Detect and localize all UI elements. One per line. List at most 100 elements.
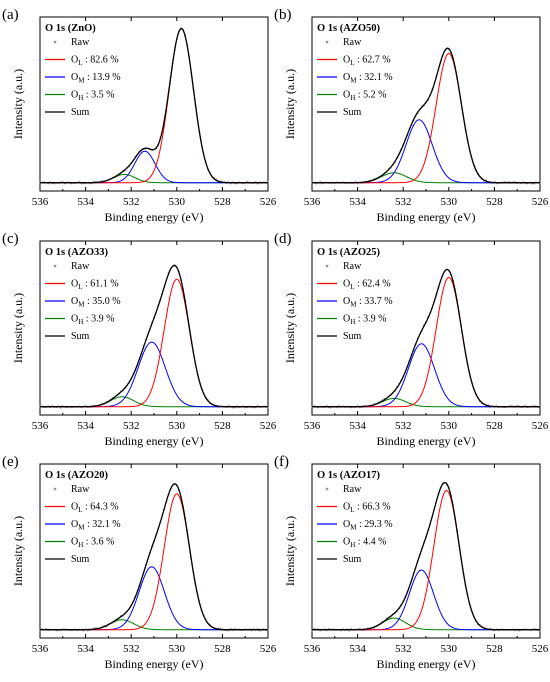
legend-label-ol: OL : 62.7 % — [343, 55, 391, 68]
panel-label: (e) — [2, 454, 19, 470]
series-line-oh — [40, 396, 268, 408]
legend-label-sum: Sum — [71, 331, 90, 342]
x-axis-label: Binding energy (eV) — [104, 210, 203, 224]
x-tick-label: 530 — [441, 196, 458, 208]
x-tick-label: 536 — [32, 196, 49, 208]
panel-title: O 1s (AZO20) — [45, 470, 109, 481]
series-line-om — [312, 119, 540, 184]
x-tick-label: 526 — [532, 420, 549, 432]
legend-label-raw: Raw — [343, 261, 362, 272]
x-axis-label: Binding energy (eV) — [104, 434, 203, 448]
x-tick-label: 526 — [260, 196, 277, 208]
x-tick-label: 532 — [123, 420, 140, 432]
x-axis-label: Binding energy (eV) — [104, 657, 203, 671]
series-line-oh — [40, 619, 268, 631]
legend-label-raw: Raw — [343, 37, 362, 48]
chart-panel: (b) 536 534 532 530 528 526 Binding energy (eV)… — [274, 7, 549, 224]
legend-label-raw: Raw — [71, 261, 90, 272]
x-tick-label: 528 — [214, 420, 231, 432]
panel-label: (c) — [2, 231, 19, 247]
x-tick-label: 526 — [532, 196, 549, 208]
x-axis-label: Binding energy (eV) — [376, 434, 475, 448]
x-tick-label: 534 — [349, 196, 366, 208]
x-tick-label: 526 — [532, 643, 549, 655]
x-tick-label: 528 — [214, 643, 231, 655]
x-tick-label: 530 — [441, 420, 458, 432]
legend-label-oh: OH : 3.9 % — [343, 314, 386, 327]
legend-label-ol: OL : 82.6 % — [71, 55, 119, 68]
legend-marker-raw — [325, 487, 329, 491]
series-line-oh — [312, 172, 540, 184]
x-tick-label: 532 — [123, 196, 140, 208]
series-line-sum — [40, 483, 268, 631]
x-tick-label: 528 — [486, 643, 503, 655]
legend-label-oh: OH : 3.9 % — [71, 314, 114, 327]
x-tick-label: 534 — [77, 643, 94, 655]
x-tick-label: 536 — [304, 643, 321, 655]
x-tick-label: 528 — [486, 420, 503, 432]
x-tick-label: 534 — [349, 643, 366, 655]
x-axis-label: Binding energy (eV) — [376, 657, 475, 671]
panel-title: O 1s (AZO17) — [317, 470, 381, 481]
y-axis-label: Intensity (a.u.) — [11, 69, 25, 139]
x-tick-label: 530 — [441, 643, 458, 655]
y-axis-label: Intensity (a.u.) — [283, 293, 297, 363]
legend-label-oh: OH : 3.6 % — [71, 537, 114, 550]
panel-label: (b) — [274, 7, 292, 23]
panel-label: (d) — [274, 231, 292, 247]
panel-label: (a) — [2, 7, 19, 23]
x-tick-label: 530 — [169, 196, 186, 208]
x-tick-label: 528 — [486, 196, 503, 208]
legend-label-oh: OH : 4.4 % — [343, 537, 386, 550]
legend-label-oh: OH : 3.5 % — [71, 90, 114, 103]
legend-label-ol: OL : 64.3 % — [71, 502, 119, 515]
series-line-sum — [312, 481, 540, 631]
legend-marker-raw — [53, 40, 57, 44]
legend-label-sum: Sum — [343, 554, 362, 565]
series-line-oh — [312, 397, 540, 408]
legend-label-sum: Sum — [343, 331, 362, 342]
x-tick-label: 534 — [77, 420, 94, 432]
x-tick-label: 532 — [123, 643, 140, 655]
x-tick-label: 536 — [304, 420, 321, 432]
chart-panel: (a) 536 534 532 530 528 526 Binding energy (eV)… — [2, 7, 277, 224]
x-tick-label: 536 — [304, 196, 321, 208]
x-tick-label: 530 — [169, 420, 186, 432]
legend-label-sum: Sum — [71, 107, 90, 118]
chart-panel: (f) 536 534 532 530 528 526 Binding energy (eV)… — [274, 454, 549, 671]
x-tick-label: 532 — [395, 420, 412, 432]
x-axis-label: Binding energy (eV) — [376, 210, 475, 224]
x-tick-label: 534 — [349, 420, 366, 432]
chart-panel: (c) 536 534 532 530 528 526 Binding energy (eV)… — [2, 231, 277, 448]
legend-label-om: OM : 32.1 % — [343, 72, 393, 85]
x-tick-label: 526 — [260, 420, 277, 432]
chart-panel: (d) 536 534 532 530 528 526 Binding energy (eV)… — [274, 231, 549, 448]
y-axis-label: Intensity (a.u.) — [11, 516, 25, 586]
legend-label-raw: Raw — [71, 484, 90, 495]
x-tick-label: 536 — [32, 643, 49, 655]
series-line-sum — [40, 27, 268, 184]
x-tick-label: 526 — [260, 643, 277, 655]
legend-marker-raw — [53, 264, 57, 268]
legend-label-om: OM : 33.7 % — [343, 296, 393, 309]
series-line-ol — [40, 28, 268, 184]
legend-label-ol: OL : 62.4 % — [343, 279, 391, 292]
series-line-oh — [40, 173, 268, 184]
series-line-om — [312, 569, 540, 631]
series-line-om — [312, 343, 540, 408]
legend-label-sum: Sum — [71, 554, 90, 565]
x-tick-label: 528 — [214, 196, 231, 208]
y-axis-label: Intensity (a.u.) — [283, 516, 297, 586]
panel-title: O 1s (AZO25) — [317, 247, 381, 258]
x-tick-label: 530 — [169, 643, 186, 655]
y-axis-label: Intensity (a.u.) — [283, 69, 297, 139]
legend-label-raw: Raw — [343, 484, 362, 495]
panel-title: O 1s (ZnO) — [45, 23, 96, 34]
legend-marker-raw — [325, 40, 329, 44]
legend-marker-raw — [53, 487, 57, 491]
chart-panel: (e) 536 534 532 530 528 526 Binding energy (eV)… — [2, 454, 277, 671]
legend-label-raw: Raw — [71, 37, 90, 48]
series-line-sum — [312, 47, 540, 184]
panel-title: O 1s (AZO50) — [317, 23, 381, 34]
